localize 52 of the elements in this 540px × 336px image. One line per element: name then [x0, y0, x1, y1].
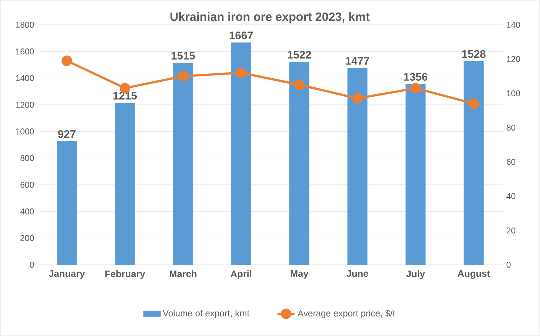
- y-tick-label: 1600: [16, 48, 34, 55]
- y-tick-label: 1400: [16, 75, 34, 82]
- x-tick-label: January: [49, 270, 86, 279]
- x-tick-label: June: [346, 270, 368, 278]
- y-tick-label: 0: [30, 262, 34, 268]
- bar: [406, 84, 426, 265]
- y-tick-label: 1800: [16, 22, 34, 28]
- y2-tick-label: 120: [507, 56, 520, 62]
- y2-tick-label: 60: [506, 159, 516, 166]
- point: [294, 80, 305, 90]
- y2-tick-label: 40: [506, 193, 516, 200]
- data-label: 1477: [346, 57, 370, 65]
- bar: [348, 68, 368, 265]
- bar: [173, 62, 194, 265]
- x-tick-label: March: [170, 270, 197, 278]
- y-tick-label: 800: [20, 155, 34, 162]
- y-tick-label: 1000: [16, 128, 34, 135]
- bar: [57, 141, 78, 265]
- chart-title: Ukrainian iron ore export 2023, kmt: [170, 12, 370, 24]
- point: [410, 83, 422, 94]
- y2-tick-label: 80: [506, 124, 516, 131]
- y-tick-label: 200: [20, 235, 34, 242]
- data-label: 1215: [114, 92, 138, 100]
- y2-tick-label: 20: [506, 228, 516, 234]
- legend-label: Volume of export, kmt: [163, 310, 250, 318]
- y2-tick-label: 140: [507, 22, 520, 28]
- data-label: 1515: [172, 52, 196, 60]
- x-tick-label: August: [458, 270, 490, 280]
- point: [62, 56, 72, 66]
- y-tick-label: 1200: [16, 102, 34, 108]
- data-label: 1667: [230, 32, 254, 40]
- bar: [115, 102, 136, 265]
- x-tick-label: July: [406, 270, 426, 280]
- bar: [231, 42, 252, 265]
- bar: [464, 61, 484, 265]
- point: [236, 68, 247, 78]
- x-tick-label: February: [106, 270, 146, 280]
- data-label: 1528: [462, 50, 486, 58]
- data-label: 1356: [404, 73, 428, 81]
- x-tick-label: May: [290, 270, 309, 279]
- bar: [290, 62, 310, 265]
- data-label: 1522: [288, 51, 312, 59]
- y2-tick-label: 0: [506, 262, 511, 268]
- data-label: 927: [58, 130, 76, 138]
- point: [468, 98, 480, 110]
- x-tick-label: April: [230, 270, 252, 280]
- y-tick-label: 600: [20, 182, 34, 188]
- y2-tick-label: 100: [507, 90, 520, 97]
- point: [178, 71, 189, 82]
- legend-label: Average export price, $/t: [298, 310, 396, 318]
- point: [352, 93, 363, 104]
- y-tick-label: 400: [20, 208, 34, 215]
